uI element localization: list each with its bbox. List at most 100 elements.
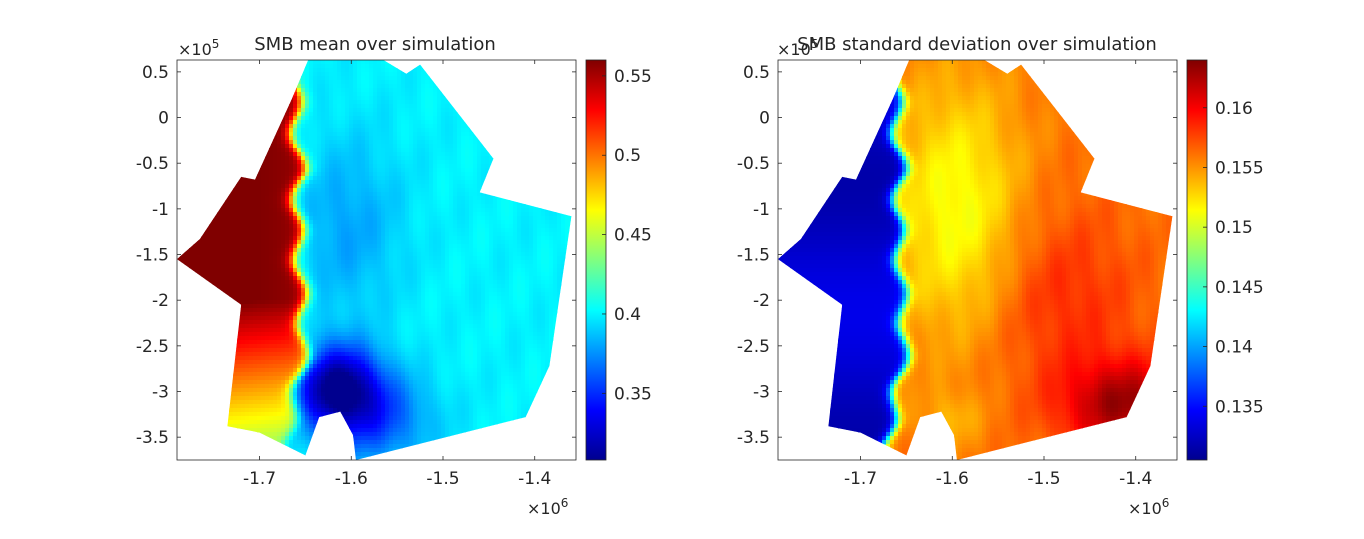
heatmap-cell bbox=[365, 88, 370, 93]
heatmap-cell bbox=[353, 220, 358, 225]
heatmap-cell bbox=[177, 108, 182, 113]
heatmap-cell bbox=[509, 112, 514, 117]
heatmap-cell bbox=[201, 148, 206, 153]
heatmap-cell bbox=[225, 208, 230, 213]
heatmap-cell bbox=[193, 112, 198, 117]
heatmap-cell bbox=[565, 192, 570, 197]
heatmap-cell bbox=[385, 128, 390, 133]
heatmap-cell bbox=[217, 160, 222, 165]
heatmap-cell bbox=[417, 128, 422, 133]
heatmap-cell bbox=[421, 188, 426, 193]
heatmap-cell bbox=[277, 68, 282, 73]
heatmap-cell bbox=[481, 76, 486, 81]
heatmap-cell bbox=[337, 252, 342, 257]
heatmap-cell bbox=[357, 124, 362, 129]
heatmap-cell bbox=[293, 136, 298, 141]
heatmap-cell bbox=[385, 144, 390, 149]
heatmap-cell bbox=[441, 176, 446, 181]
heatmap-cell bbox=[269, 168, 274, 173]
heatmap-cell bbox=[489, 188, 494, 193]
heatmap-cell bbox=[433, 156, 438, 161]
heatmap-cell bbox=[293, 184, 298, 189]
heatmap-cell bbox=[301, 136, 306, 141]
heatmap-cell bbox=[309, 144, 314, 149]
heatmap-cell bbox=[333, 68, 338, 73]
heatmap-cell bbox=[561, 136, 566, 141]
heatmap-cell bbox=[397, 196, 402, 201]
heatmap-cell bbox=[521, 104, 526, 109]
heatmap-cell bbox=[253, 196, 258, 201]
heatmap-cell bbox=[205, 252, 210, 257]
heatmap-cell bbox=[349, 172, 354, 177]
heatmap-cell bbox=[473, 180, 478, 185]
heatmap-cell bbox=[277, 144, 282, 149]
heatmap-cell bbox=[197, 164, 202, 169]
heatmap-cell bbox=[573, 188, 578, 193]
heatmap-cell bbox=[441, 148, 446, 153]
heatmap-cell bbox=[497, 180, 502, 185]
heatmap-cell bbox=[489, 244, 494, 249]
heatmap-cell bbox=[401, 84, 406, 89]
heatmap-cell bbox=[217, 76, 222, 81]
heatmap-cell bbox=[441, 76, 446, 81]
heatmap-cell bbox=[293, 148, 298, 153]
heatmap-cell bbox=[385, 88, 390, 93]
heatmap-cell bbox=[357, 140, 362, 145]
heatmap-cell bbox=[357, 108, 362, 113]
heatmap-cell bbox=[421, 248, 426, 253]
heatmap-cell bbox=[389, 112, 394, 117]
heatmap-cell bbox=[221, 248, 226, 253]
heatmap-cell bbox=[189, 184, 194, 189]
heatmap-cell bbox=[325, 60, 330, 65]
heatmap-cell bbox=[373, 212, 378, 217]
heatmap-cell bbox=[341, 248, 346, 253]
heatmap-cell bbox=[481, 176, 486, 181]
heatmap-cell bbox=[181, 60, 186, 65]
heatmap-cell bbox=[505, 60, 510, 65]
heatmap-cell bbox=[521, 212, 526, 217]
heatmap-cell bbox=[397, 148, 402, 153]
heatmap-cell bbox=[209, 148, 214, 153]
heatmap-cell bbox=[389, 104, 394, 109]
heatmap-cell bbox=[397, 124, 402, 129]
heatmap-cell bbox=[513, 76, 518, 81]
heatmap-cell bbox=[329, 140, 334, 145]
heatmap-cell bbox=[417, 76, 422, 81]
heatmap-cell bbox=[233, 188, 238, 193]
heatmap-cell bbox=[317, 236, 322, 241]
heatmap-cell bbox=[381, 208, 386, 213]
heatmap-cell bbox=[329, 100, 334, 105]
heatmap-cell bbox=[257, 152, 262, 157]
heatmap-cell bbox=[477, 108, 482, 113]
heatmap-cell bbox=[193, 184, 198, 189]
heatmap-cell bbox=[337, 136, 342, 141]
heatmap-cell bbox=[225, 80, 230, 85]
heatmap-cell bbox=[569, 204, 572, 209]
heatmap-cell bbox=[517, 240, 522, 245]
heatmap-cell bbox=[313, 96, 318, 101]
heatmap-cell bbox=[517, 120, 522, 125]
heatmap-cell bbox=[373, 120, 378, 125]
heatmap-cell bbox=[489, 80, 494, 85]
heatmap-cell bbox=[273, 204, 278, 209]
heatmap-cell bbox=[405, 216, 410, 221]
heatmap-cell bbox=[325, 200, 330, 205]
heatmap-cell bbox=[445, 232, 450, 237]
heatmap-cell bbox=[425, 104, 430, 109]
heatmap-cell bbox=[373, 248, 378, 253]
heatmap-cell bbox=[545, 176, 550, 181]
heatmap-cell bbox=[557, 140, 562, 145]
heatmap-cell bbox=[445, 228, 450, 233]
heatmap-cell bbox=[401, 180, 406, 185]
heatmap-cell bbox=[445, 64, 450, 69]
heatmap-cell bbox=[189, 84, 194, 89]
heatmap-cell bbox=[273, 120, 278, 125]
heatmap-cell bbox=[401, 152, 406, 157]
heatmap-cell bbox=[301, 60, 306, 65]
heatmap-cell bbox=[461, 252, 466, 257]
heatmap-cell bbox=[517, 92, 522, 97]
heatmap-cell bbox=[533, 84, 538, 89]
heatmap-cell bbox=[521, 148, 526, 153]
heatmap-cell bbox=[225, 152, 230, 157]
heatmap-cell bbox=[385, 220, 390, 225]
